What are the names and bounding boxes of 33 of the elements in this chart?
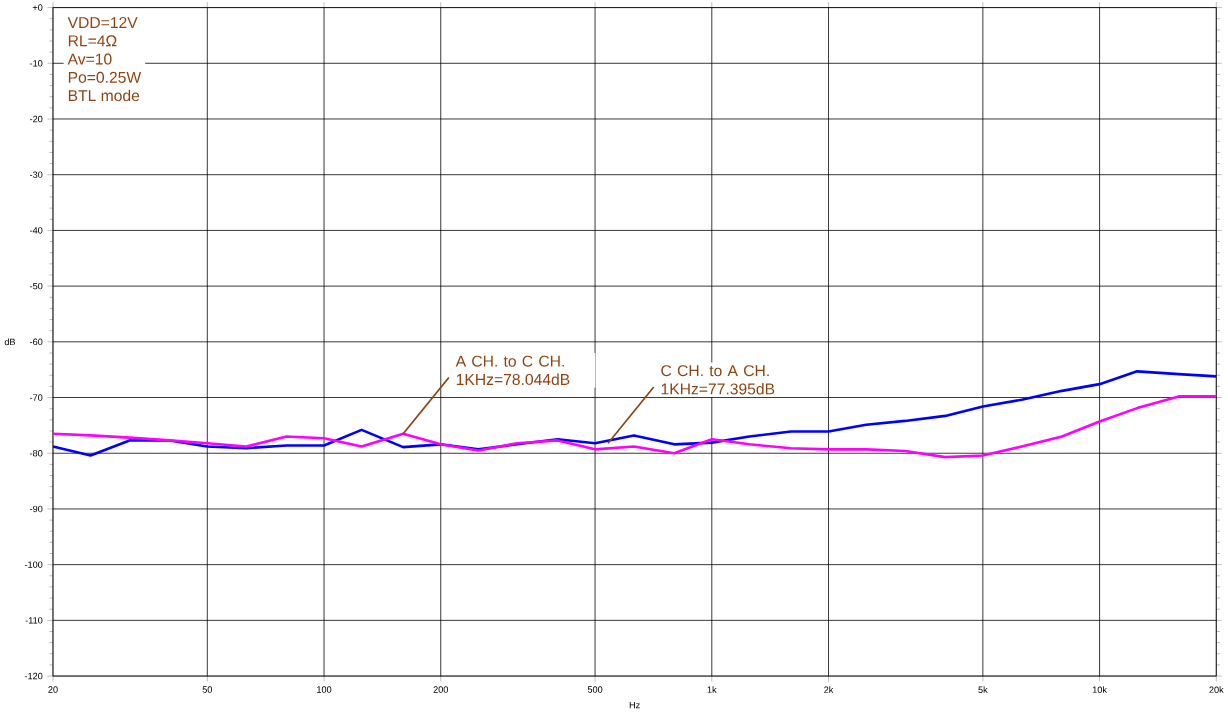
annotation: VDD=12V [67,17,138,29]
x-tick-label: 200 [433,686,449,693]
y-tick-label: -100 [24,561,43,569]
annotation: C CH. to A CH. 1KHz=77.395dB [661,365,775,395]
y-tick-label: -90 [29,505,43,513]
annotation: BTL mode [68,89,140,102]
line-series [52,395,1217,459]
x-axis-title: Hz [629,702,640,709]
y-tick-label: -30 [29,171,43,179]
y-tick-label: +0 [32,4,43,12]
x-tick-label: 1k [707,686,717,694]
annotation: Av=10 [67,53,112,65]
annotation: A CH. to C CH. 1KHz=78.044dB [455,355,570,386]
x-tick-label: 20 [48,686,58,693]
y-tick-label: -50 [29,283,43,290]
x-tick-label: 5k [978,686,988,694]
x-tick-label: 10k [1092,686,1107,694]
annotation: RL=4Ω [68,35,117,47]
annotation: Po=0.25W [68,72,142,84]
y-tick-label: -10 [29,60,43,67]
x-tick-label: 2k [824,686,834,694]
x-tick-label: 50 [202,686,213,693]
y-axis-title: dB [4,338,16,346]
y-tick-label: -120 [24,673,43,680]
x-tick-label: 100 [317,686,332,693]
y-tick-label: -40 [29,227,43,234]
x-tick-label: 20k [1209,686,1224,694]
y-tick-label: -110 [25,617,43,624]
x-tick-label: 500 [587,686,603,693]
y-tick-label: -20 [29,115,43,123]
y-tick-label: -70 [29,394,43,401]
y-tick-label: -60 [29,338,43,346]
y-tick-label: -80 [29,450,43,457]
